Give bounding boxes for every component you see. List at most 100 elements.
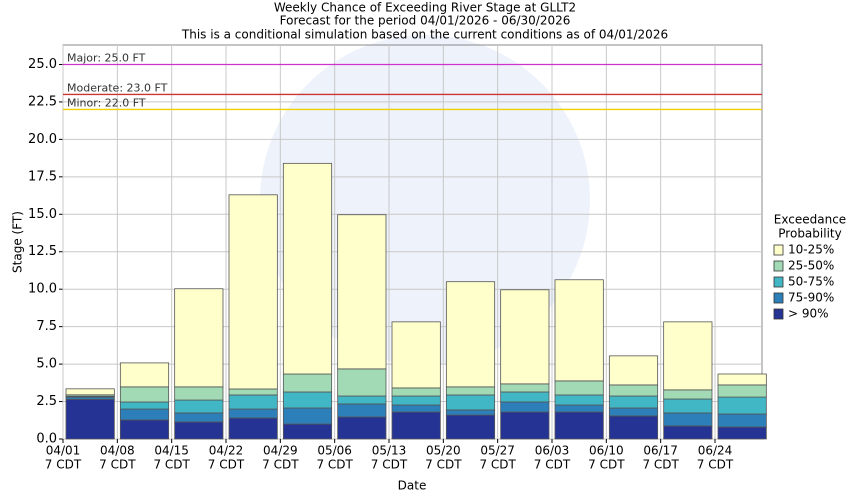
bar-segment xyxy=(337,368,387,397)
bar-segment xyxy=(500,401,550,413)
x-tick-label: 06/10 xyxy=(589,444,624,458)
threshold-label: Moderate: 23.0 FT xyxy=(67,81,168,94)
bar-segment xyxy=(119,362,170,388)
x-tick-label: 7 CDT xyxy=(153,458,190,472)
chart-title: Weekly Chance of Exceeding River Stage a… xyxy=(274,1,576,15)
y-tick-label: 2.5 xyxy=(36,394,57,409)
threshold-label: Minor: 22.0 FT xyxy=(67,96,146,109)
bar-segment xyxy=(608,395,659,409)
bar-segment xyxy=(663,321,713,391)
bar-segment xyxy=(119,408,170,421)
x-tick-label: 06/03 xyxy=(535,444,570,458)
legend-label: 10-25% xyxy=(788,243,834,257)
bar-segment xyxy=(174,421,224,440)
bar-segment xyxy=(282,407,333,425)
bar-segment xyxy=(445,394,496,411)
bar-segment xyxy=(608,415,659,440)
bar-segment xyxy=(119,419,170,440)
threshold-label: Major: 25.0 FT xyxy=(67,51,146,64)
bar-segment xyxy=(445,281,496,388)
bar-segment xyxy=(174,386,224,401)
x-tick-label: 7 CDT xyxy=(316,458,353,472)
bar-segment xyxy=(554,404,604,413)
bar-segment xyxy=(717,396,767,415)
bar-segment xyxy=(174,412,224,423)
bar-segment xyxy=(65,388,115,396)
bar-segment xyxy=(554,279,604,382)
y-tick-label: 10.0 xyxy=(28,282,57,297)
bar-segment xyxy=(174,288,224,388)
x-tick-label: 7 CDT xyxy=(262,458,299,472)
y-tick-label: 12.5 xyxy=(28,244,57,259)
y-tick-label: 15.0 xyxy=(28,207,57,222)
x-tick-label: 05/13 xyxy=(372,444,407,458)
legend-swatch xyxy=(773,276,784,288)
legend-swatch xyxy=(773,308,784,320)
y-tick-label: 17.5 xyxy=(28,169,57,184)
x-tick-label: 04/22 xyxy=(209,444,244,458)
x-tick-label: 7 CDT xyxy=(479,458,516,472)
bar-segment xyxy=(337,416,387,440)
bar-segment xyxy=(554,380,604,396)
x-tick-label: 7 CDT xyxy=(642,458,679,472)
y-axis-label: Stage (FT) xyxy=(11,211,25,273)
bar-segment xyxy=(445,409,496,416)
chart-subtitle: Forecast for the period 04/01/2026 - 06/… xyxy=(280,14,571,28)
bar-segment xyxy=(391,411,441,440)
bar-segment xyxy=(119,401,170,410)
chart-subtitle: This is a conditional simulation based o… xyxy=(181,28,668,42)
bar-segment xyxy=(608,355,659,386)
x-tick-label: 7 CDT xyxy=(588,458,625,472)
bar-segment xyxy=(445,386,496,396)
x-tick-label: 05/20 xyxy=(426,444,461,458)
bar-segment xyxy=(337,214,387,370)
x-axis-label: Date xyxy=(398,479,427,493)
legend-label: 50-75% xyxy=(788,275,834,289)
bar-segment xyxy=(174,399,224,414)
bar-segment xyxy=(228,194,278,390)
x-tick-label: 05/06 xyxy=(317,444,352,458)
bar-segment xyxy=(391,395,441,406)
legend-label: > 90% xyxy=(788,307,829,321)
bar-segment xyxy=(717,384,767,398)
bar-segment xyxy=(717,373,767,386)
y-tick-label: 7.5 xyxy=(36,319,57,334)
bar-segment xyxy=(663,389,713,400)
legend-swatch xyxy=(773,244,784,256)
bar-segment xyxy=(391,404,441,413)
x-tick-label: 7 CDT xyxy=(425,458,462,472)
bar-segment xyxy=(337,403,387,418)
bar-segment xyxy=(500,289,550,385)
legend-swatch xyxy=(773,292,784,304)
bar-segment xyxy=(228,394,278,410)
bar-segment xyxy=(554,394,604,406)
y-tick-label: 25.0 xyxy=(28,57,57,72)
x-tick-label: 04/29 xyxy=(263,444,298,458)
bar-segment xyxy=(282,391,333,409)
bar-segment xyxy=(663,412,713,427)
bar-segment xyxy=(663,398,713,414)
bar-segment xyxy=(282,423,333,440)
bar-segment xyxy=(391,387,441,397)
bar-segment xyxy=(228,417,278,440)
x-tick-label: 7 CDT xyxy=(45,458,82,472)
legend-label: 75-90% xyxy=(788,291,834,305)
legend-label: 25-50% xyxy=(788,259,834,273)
bar-segment xyxy=(282,162,333,375)
bar-segment xyxy=(663,425,713,440)
x-tick-label: 7 CDT xyxy=(99,458,136,472)
x-tick-label: 7 CDT xyxy=(371,458,408,472)
bar-segment xyxy=(500,411,550,440)
x-tick-label: 7 CDT xyxy=(697,458,734,472)
bar-segment xyxy=(608,384,659,397)
bar-segment xyxy=(608,407,659,417)
x-tick-label: 06/17 xyxy=(643,444,678,458)
x-tick-label: 04/08 xyxy=(100,444,135,458)
x-tick-label: 7 CDT xyxy=(534,458,571,472)
y-tick-label: 22.5 xyxy=(28,94,57,109)
bar-segment xyxy=(119,386,170,403)
bar-segment xyxy=(391,321,441,389)
bar-segment xyxy=(554,411,604,440)
bar-segment xyxy=(337,395,387,405)
